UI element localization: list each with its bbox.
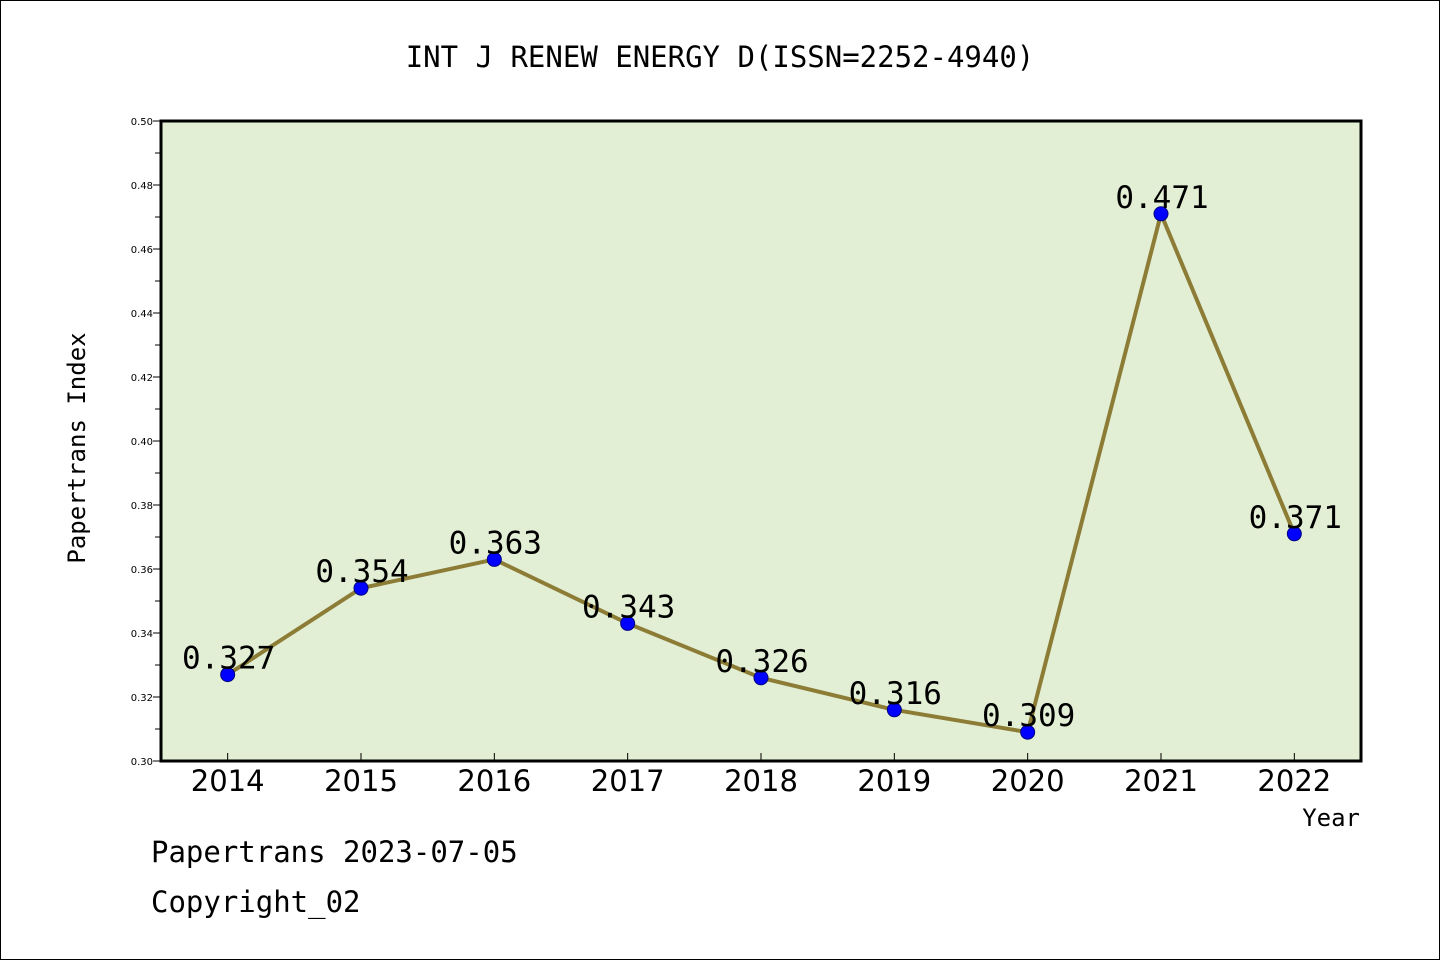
y-tick-label: 0.36: [131, 565, 153, 576]
data-labels-group: 0.327 0.354 0.363 0.343 0.326 0.316 0.309 0.471…: [182, 180, 1342, 734]
data-point-marker: [1020, 724, 1036, 740]
x-tick-label: 2015: [324, 764, 398, 798]
x-axis-title: Year: [1302, 804, 1360, 832]
y-axis: 0.30 0.32 0.34 0.36 0.38 0.40 0.42 0.44 0.46 0.48…: [131, 117, 161, 768]
x-tick-label: 2017: [591, 764, 665, 798]
data-point-marker: [1153, 206, 1169, 222]
data-point-marker: [753, 670, 769, 686]
data-value-label: 0.316: [849, 676, 942, 712]
x-tick-label: 2014: [191, 764, 265, 798]
data-point-marker: [620, 615, 636, 631]
y-tick-label: 0.44: [131, 309, 153, 320]
chart-title: INT J RENEW ENERGY D(ISSN=2252-4940): [406, 40, 1035, 74]
y-tick-label: 0.48: [131, 181, 153, 192]
data-point-marker: [220, 667, 236, 683]
y-tick-label: 0.40: [131, 437, 153, 448]
y-tick-label: 0.34: [131, 629, 153, 640]
x-tick-label: 2021: [1124, 764, 1198, 798]
data-value-label: 0.471: [1115, 180, 1208, 216]
data-point-marker: [886, 702, 902, 718]
data-value-label: 0.354: [315, 554, 408, 590]
data-value-label: 0.371: [1249, 500, 1342, 536]
footer-date-line: Papertrans 2023-07-05: [151, 835, 518, 869]
x-tick-label: 2020: [991, 764, 1065, 798]
x-tick-label: 2016: [457, 764, 531, 798]
y-tick-label: 0.32: [131, 693, 153, 704]
footer-copyright-line: Copyright_02: [151, 885, 361, 919]
data-point-marker: [1286, 526, 1302, 542]
data-value-label: 0.326: [715, 644, 808, 680]
y-tick-label: 0.46: [131, 245, 153, 256]
x-tick-label: 2018: [724, 764, 798, 798]
x-tick-label: 2019: [857, 764, 931, 798]
plot-area: [159, 119, 1363, 763]
data-value-label: 0.343: [582, 589, 675, 625]
y-tick-label: 0.30: [131, 757, 153, 768]
data-point-marker: [486, 551, 502, 567]
y-tick-label: 0.50: [131, 117, 153, 128]
data-value-label: 0.327: [182, 641, 275, 677]
y-tick-label: 0.42: [131, 373, 153, 384]
series-group: [220, 206, 1302, 740]
data-value-label: 0.309: [982, 698, 1075, 734]
x-axis: 2014 2015 2016 2017 2018 2019 2020 2021 2022: [191, 753, 1331, 798]
data-value-label: 0.363: [449, 525, 542, 561]
y-axis-title: Papertrans Index: [63, 332, 91, 563]
y-tick-label: 0.38: [131, 501, 153, 512]
x-tick-label: 2022: [1257, 764, 1331, 798]
data-point-marker: [353, 580, 369, 596]
